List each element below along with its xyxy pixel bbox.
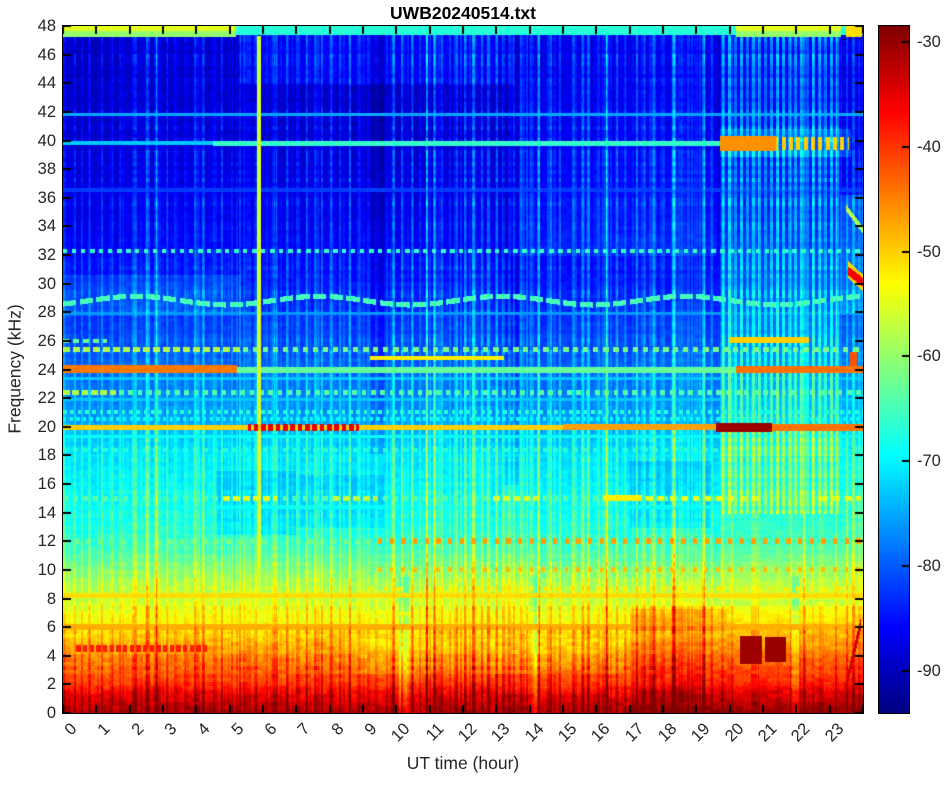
plot-area (61, 24, 864, 714)
y-tick-label: 10 (37, 560, 56, 579)
y-tick-label: 4 (46, 646, 56, 665)
x-axis-label: UT time (hour) (406, 753, 520, 773)
y-tick-label: 18 (37, 446, 56, 465)
y-tick-label: 42 (37, 102, 56, 121)
y-tick-label: 22 (37, 389, 56, 408)
spectrogram-canvas (62, 25, 863, 713)
y-tick-label: 2 (46, 675, 56, 694)
y-tick-label: 12 (37, 532, 56, 551)
y-tick-label: 6 (46, 618, 56, 637)
colorbar-tick-label: -60 (917, 347, 941, 366)
y-tick-label: 30 (37, 274, 56, 293)
y-tick-label: 44 (37, 74, 56, 93)
colorbar-tick-label: -80 (917, 557, 941, 576)
colorbar (877, 24, 910, 714)
chart-title: UWB20240514.txt (390, 3, 536, 23)
y-tick-label: 28 (37, 303, 56, 322)
y-tick-label: 38 (37, 160, 56, 179)
colorbar-tick-label: -50 (917, 242, 941, 261)
y-tick-label: 36 (37, 188, 56, 207)
colorbar-tick-label: -90 (917, 662, 941, 681)
y-tick-label: 16 (37, 475, 56, 493)
y-axis-label: Frequency (kHz) (4, 304, 25, 434)
y-tick-label: 14 (37, 503, 56, 522)
y-tick-label: 32 (37, 246, 56, 264)
y-tick-label: 40 (37, 131, 56, 150)
y-tick-label: 26 (37, 331, 56, 350)
colorbar-tick-label: -70 (917, 452, 941, 471)
y-tick-label: 20 (37, 417, 56, 436)
y-tick-label: 8 (46, 589, 56, 608)
y-tick-label: 46 (37, 45, 56, 64)
colorbar-tick-label: -30 (917, 32, 941, 51)
colorbar-tick-label: -40 (917, 137, 941, 156)
y-tick-label: 0 (46, 704, 56, 722)
y-tick-label: 34 (37, 217, 56, 236)
y-tick-label: 24 (37, 360, 56, 379)
y-tick-label: 48 (37, 17, 56, 35)
